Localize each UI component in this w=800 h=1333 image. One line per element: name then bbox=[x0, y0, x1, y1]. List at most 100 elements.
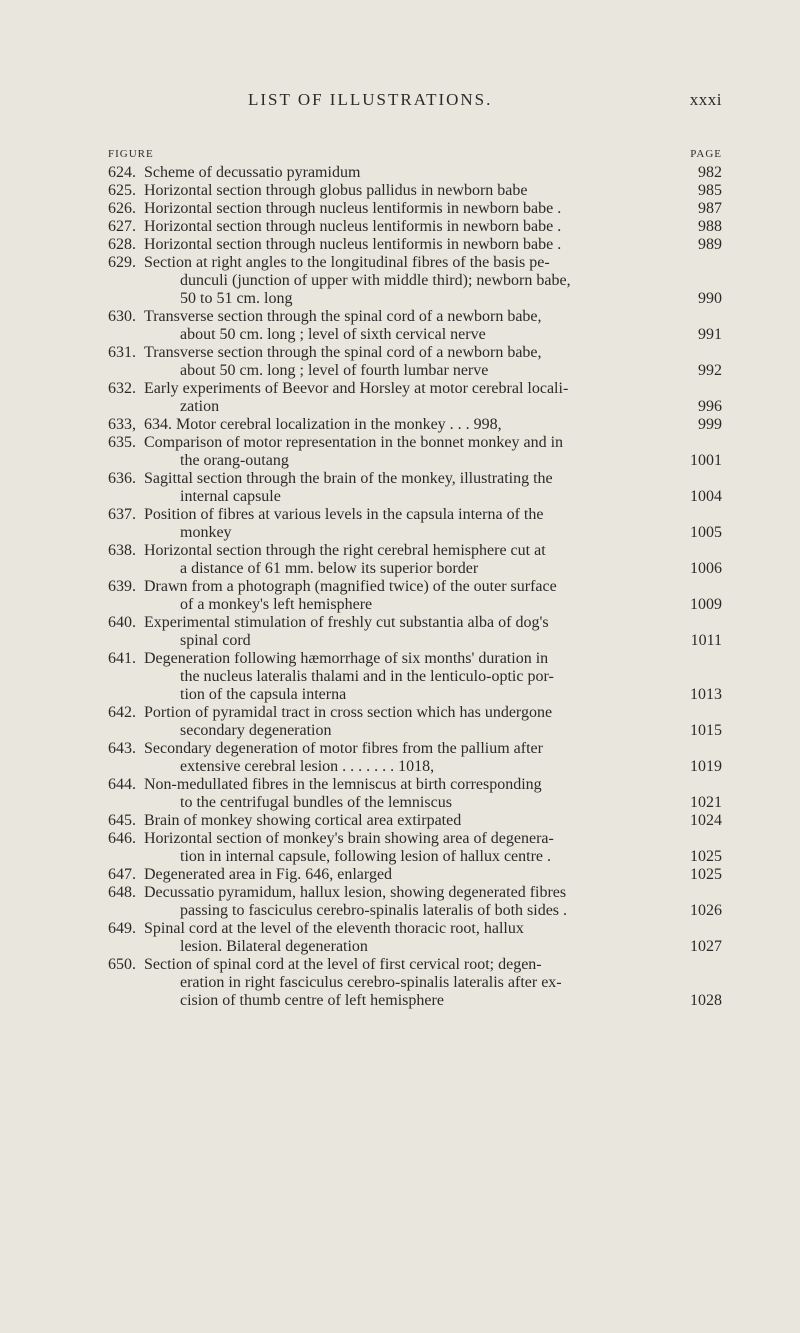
page-ref: 1026 bbox=[674, 902, 722, 920]
entry-text: tion in internal capsule, following lesi… bbox=[180, 848, 551, 866]
figure-number: 635. bbox=[108, 434, 144, 452]
entry-continuation: tion in internal capsule, following lesi… bbox=[108, 848, 722, 866]
entry-continuation: eration in right fasciculus cerebro-spin… bbox=[108, 974, 722, 992]
entry-text: extensive cerebral lesion . . . . . . . … bbox=[180, 758, 434, 776]
figure-number: 627. bbox=[108, 218, 144, 236]
figure-number: 640. bbox=[108, 614, 144, 632]
entry-text: Section of spinal cord at the level of f… bbox=[144, 956, 542, 974]
entry-text: Transverse section through the spinal co… bbox=[144, 344, 542, 362]
entry-row: 628.Horizontal section through nucleus l… bbox=[108, 236, 722, 254]
page-ref: 1009 bbox=[674, 596, 722, 614]
entry-text: Scheme of decussatio pyramidum bbox=[144, 164, 360, 182]
page-ref: 1011 bbox=[674, 632, 722, 650]
entry-text: cision of thumb centre of left hemispher… bbox=[180, 992, 444, 1010]
entry-continuation: extensive cerebral lesion . . . . . . . … bbox=[108, 758, 722, 776]
figure-number: 639. bbox=[108, 578, 144, 596]
figure-number: 632. bbox=[108, 380, 144, 398]
entry-text: 50 to 51 cm. long bbox=[180, 290, 292, 308]
entry-text: Non-medullated fibres in the lemniscus a… bbox=[144, 776, 542, 794]
page-ref: 1015 bbox=[674, 722, 722, 740]
entry-text: Early experiments of Beevor and Horsley … bbox=[144, 380, 568, 398]
figure-number: 630. bbox=[108, 308, 144, 326]
entry-text: tion of the capsula interna bbox=[180, 686, 346, 704]
entry-row: 643.Secondary degeneration of motor fibr… bbox=[108, 740, 722, 758]
page-ref: 985 bbox=[674, 182, 722, 200]
figure-number: 650. bbox=[108, 956, 144, 974]
entry-row: 632.Early experiments of Beevor and Hors… bbox=[108, 380, 722, 398]
entry-continuation: to the centrifugal bundles of the lemnis… bbox=[108, 794, 722, 812]
entry-text: Portion of pyramidal tract in cross sect… bbox=[144, 704, 552, 722]
entry-row: 636.Sagittal section through the brain o… bbox=[108, 470, 722, 488]
page-ref: 990 bbox=[674, 290, 722, 308]
page-ref: 988 bbox=[674, 218, 722, 236]
figure-number: 637. bbox=[108, 506, 144, 524]
entry-continuation: spinal cord 1011 bbox=[108, 632, 722, 650]
figure-number: 649. bbox=[108, 920, 144, 938]
figure-number: 629. bbox=[108, 254, 144, 272]
entry-continuation: secondary degeneration1015 bbox=[108, 722, 722, 740]
entry-row: 641.Degeneration following hæmorrhage of… bbox=[108, 650, 722, 668]
entry-continuation: a distance of 61 mm. below its superior … bbox=[108, 560, 722, 578]
page-ref: 1021 bbox=[674, 794, 722, 812]
col-header-figure: FIGURE bbox=[108, 148, 154, 160]
entry-continuation: internal capsule1004 bbox=[108, 488, 722, 506]
page-container: LIST OF ILLUSTRATIONS. xxxi FIGURE PAGE … bbox=[0, 0, 800, 1070]
entry-continuation: cision of thumb centre of left hemispher… bbox=[108, 992, 722, 1010]
entry-row: 633,634. Motor cerebral localization in … bbox=[108, 416, 722, 434]
entry-text: Brain of monkey showing cortical area ex… bbox=[144, 812, 461, 830]
page-ref: 1004 bbox=[674, 488, 722, 506]
entry-text: Drawn from a photograph (magnified twice… bbox=[144, 578, 557, 596]
figure-number: 641. bbox=[108, 650, 144, 668]
page-ref: 1005 bbox=[674, 524, 722, 542]
entry-text: Horizontal section through globus pallid… bbox=[144, 182, 527, 200]
entry-row: 639.Drawn from a photograph (magnified t… bbox=[108, 578, 722, 596]
entry-row: 637.Position of fibres at various levels… bbox=[108, 506, 722, 524]
page-ref: 996 bbox=[674, 398, 722, 416]
entry-row: 649.Spinal cord at the level of the elev… bbox=[108, 920, 722, 938]
page-ref: 1024 bbox=[674, 812, 722, 830]
entry-text: Transverse section through the spinal co… bbox=[144, 308, 542, 326]
entry-row: 648.Decussatio pyramidum, hallux lesion,… bbox=[108, 884, 722, 902]
entry-row: 624.Scheme of decussatio pyramidum982 bbox=[108, 164, 722, 182]
page-ref: 1025 bbox=[674, 866, 722, 884]
figure-number: 625. bbox=[108, 182, 144, 200]
page-ref: 999 bbox=[674, 416, 722, 434]
entry-continuation: of a monkey's left hemisphere 1009 bbox=[108, 596, 722, 614]
figure-number: 631. bbox=[108, 344, 144, 362]
entry-continuation: tion of the capsula interna1013 bbox=[108, 686, 722, 704]
page-ref: 1025 bbox=[674, 848, 722, 866]
entry-text: Position of fibres at various levels in … bbox=[144, 506, 543, 524]
figure-number: 645. bbox=[108, 812, 144, 830]
entry-text: Decussatio pyramidum, hallux lesion, sho… bbox=[144, 884, 566, 902]
page-ref: 992 bbox=[674, 362, 722, 380]
entry-text: 634. Motor cerebral localization in the … bbox=[144, 416, 502, 434]
entry-text: Horizontal section of monkey's brain sho… bbox=[144, 830, 554, 848]
page-ref: 989 bbox=[674, 236, 722, 254]
entry-row: 625.Horizontal section through globus pa… bbox=[108, 182, 722, 200]
entry-row: 635.Comparison of motor representation i… bbox=[108, 434, 722, 452]
entry-row: 631.Transverse section through the spina… bbox=[108, 344, 722, 362]
entry-text: of a monkey's left hemisphere bbox=[180, 596, 372, 614]
figure-number: 648. bbox=[108, 884, 144, 902]
page-ref: 987 bbox=[674, 200, 722, 218]
entry-continuation: zation996 bbox=[108, 398, 722, 416]
figure-number: 638. bbox=[108, 542, 144, 560]
entry-text: the nucleus lateralis thalami and in the… bbox=[180, 668, 554, 686]
page-ref: 1006 bbox=[674, 560, 722, 578]
column-headers: FIGURE PAGE bbox=[108, 148, 722, 160]
entry-text: spinal cord bbox=[180, 632, 251, 650]
figure-number: 626. bbox=[108, 200, 144, 218]
entry-text: Experimental stimulation of freshly cut … bbox=[144, 614, 549, 632]
entry-row: 650.Section of spinal cord at the level … bbox=[108, 956, 722, 974]
figure-number: 647. bbox=[108, 866, 144, 884]
figure-number: 642. bbox=[108, 704, 144, 722]
page-ref: 1019 bbox=[674, 758, 722, 776]
entry-row: 646.Horizontal section of monkey's brain… bbox=[108, 830, 722, 848]
entry-text: the orang-outang bbox=[180, 452, 289, 470]
entry-continuation: the orang-outang1001 bbox=[108, 452, 722, 470]
entry-row: 629.Section at right angles to the longi… bbox=[108, 254, 722, 272]
entry-continuation: dunculi (junction of upper with middle t… bbox=[108, 272, 722, 290]
entry-continuation: passing to fasciculus cerebro-spinalis l… bbox=[108, 902, 722, 920]
entry-text: Comparison of motor representation in th… bbox=[144, 434, 563, 452]
entry-continuation: monkey1005 bbox=[108, 524, 722, 542]
